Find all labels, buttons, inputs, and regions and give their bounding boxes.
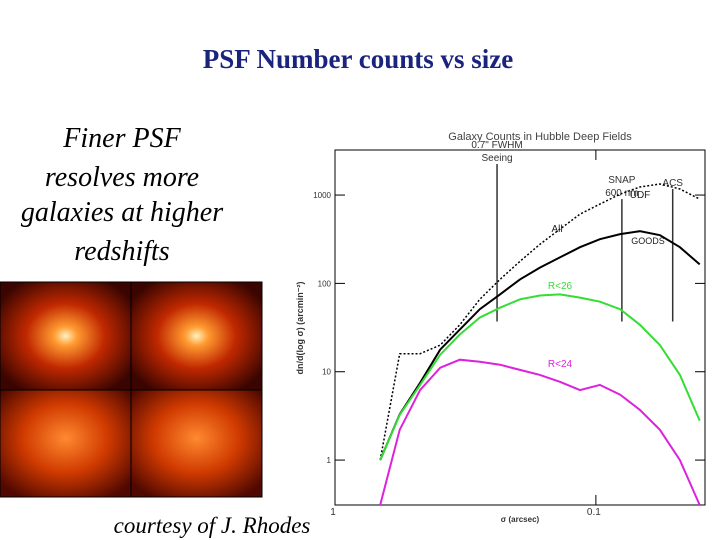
series-label: R<24	[548, 359, 573, 370]
series-line	[379, 293, 701, 461]
galaxy-panel	[0, 281, 132, 391]
y-tick-label: 1	[327, 456, 332, 465]
y-tick-label: 100	[318, 279, 332, 288]
galaxy-images	[0, 281, 263, 498]
series-label: R<26	[548, 281, 573, 292]
reference-label: SNAP	[608, 175, 636, 186]
series-line	[379, 230, 701, 461]
reference-label: ACS	[662, 178, 683, 189]
chart-title: Galaxy Counts in Hubble Deep Fields	[448, 131, 632, 143]
y-tick-label: 10	[322, 368, 331, 377]
body-text: redshifts	[74, 236, 170, 267]
x-axis-label: σ (arcsec)	[501, 515, 540, 524]
galaxy-panel	[130, 281, 263, 391]
series-label: All	[551, 224, 562, 235]
reference-label: 0.7" FWHM	[471, 140, 522, 151]
series-line	[379, 358, 701, 506]
series-label: UDF	[630, 190, 651, 201]
series-line	[379, 183, 701, 461]
galaxy-panel	[130, 389, 263, 498]
body-text: resolves more	[45, 162, 199, 193]
plot-frame	[334, 149, 706, 506]
body-text: galaxies at higher	[21, 197, 223, 228]
slide-title: PSF Number counts vs size	[203, 44, 514, 74]
x-tick-label: 0.1	[587, 507, 601, 518]
caption: courtesy of J. Rhodes	[114, 513, 311, 538]
galaxy-panel	[0, 389, 132, 498]
body-text: Finer PSF	[62, 123, 181, 154]
reference-label: Seeing	[481, 153, 512, 164]
y-tick-label: 1000	[313, 191, 331, 200]
x-tick-label: 1	[330, 507, 336, 518]
y-axis-label: dn/d(log σ) (arcmin⁻²)	[295, 282, 305, 375]
annotation: GOODS	[631, 236, 665, 246]
